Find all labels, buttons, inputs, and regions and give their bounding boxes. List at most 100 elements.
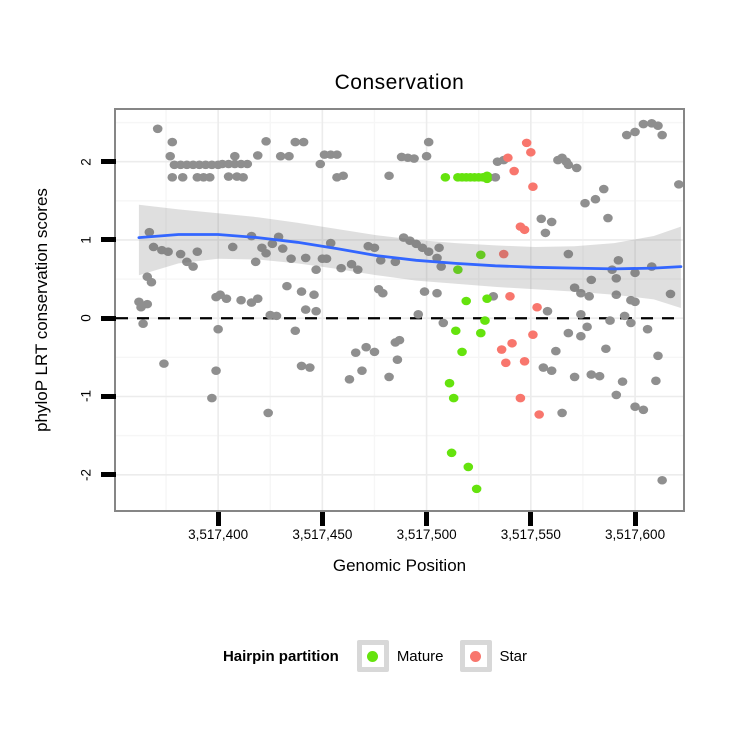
y-tick-label: -2 <box>78 468 94 481</box>
point-other <box>282 281 292 291</box>
point-other <box>546 217 557 227</box>
point-other <box>394 335 405 345</box>
point-other <box>353 265 363 274</box>
point-other <box>311 265 321 274</box>
point-other <box>378 288 388 298</box>
point-other <box>653 351 663 361</box>
point-other <box>321 254 332 264</box>
point-mature <box>475 328 486 338</box>
point-other <box>309 290 319 300</box>
point-other <box>369 347 380 357</box>
point-star <box>534 410 544 419</box>
y-tick-label: 2 <box>78 157 94 166</box>
point-other <box>271 311 282 321</box>
x-tick-mark <box>319 512 325 526</box>
point-other <box>152 124 163 134</box>
point-other <box>275 151 286 161</box>
plot-panel <box>114 108 685 512</box>
point-mature <box>453 265 463 274</box>
legend-key-star <box>459 640 492 672</box>
y-tick-mark <box>101 472 116 478</box>
point-other <box>423 137 434 147</box>
point-other <box>586 370 597 379</box>
point-other <box>413 310 424 319</box>
point-other <box>296 361 307 371</box>
point-other <box>576 288 586 298</box>
point-mature <box>457 347 467 357</box>
point-other <box>621 130 632 140</box>
legend-label: Star <box>499 647 528 665</box>
point-other <box>188 262 198 271</box>
point-other <box>238 173 248 182</box>
point-other <box>594 371 605 381</box>
point-mature <box>448 393 459 403</box>
point-other <box>576 310 586 319</box>
point-mature <box>444 378 455 388</box>
x-axis-title: Genomic Position <box>332 556 467 575</box>
point-other <box>617 377 628 386</box>
point-other <box>175 249 186 259</box>
point-other <box>651 376 661 386</box>
point-other <box>338 171 349 181</box>
point-other <box>611 273 622 283</box>
point-other <box>538 363 549 372</box>
point-other <box>375 255 386 265</box>
x-tick-label: 3,517,600 <box>605 527 666 542</box>
point-mature <box>461 296 472 306</box>
point-other <box>563 249 574 259</box>
point-other <box>384 171 394 181</box>
plot-canvas <box>116 110 683 510</box>
point-other <box>580 198 590 208</box>
x-tick-label: 3,517,550 <box>500 527 561 542</box>
point-other <box>419 287 430 296</box>
x-tick-mark <box>215 512 221 526</box>
point-other <box>223 172 234 181</box>
point-star <box>509 166 519 176</box>
point-other <box>384 372 394 382</box>
point-other <box>305 363 315 372</box>
point-other <box>642 324 653 334</box>
point-other <box>267 239 278 249</box>
point-other <box>584 292 594 301</box>
point-other <box>261 248 271 258</box>
point-other <box>242 159 253 169</box>
point-other <box>611 290 622 300</box>
point-other <box>296 287 307 296</box>
point-mature <box>480 316 490 325</box>
point-other <box>598 184 609 194</box>
y-tick-mark <box>101 393 116 399</box>
point-star <box>528 182 538 192</box>
point-other <box>167 173 178 182</box>
point-other <box>551 346 561 356</box>
point-star <box>528 330 538 339</box>
point-other <box>586 275 597 285</box>
point-other <box>361 342 371 352</box>
point-other <box>213 324 223 334</box>
point-other <box>286 254 296 264</box>
legend-key-mature <box>356 640 389 672</box>
point-star <box>519 356 530 366</box>
smooth-line <box>137 233 683 271</box>
point-other <box>284 151 294 161</box>
y-tick-label: 1 <box>78 236 94 244</box>
point-other <box>344 374 355 384</box>
point-other <box>638 119 649 129</box>
point-other <box>605 316 615 325</box>
x-tick-mark <box>528 512 534 526</box>
point-other <box>657 130 667 140</box>
point-other <box>350 348 361 357</box>
point-star <box>519 225 530 235</box>
point-other <box>290 326 301 336</box>
point-other <box>601 344 611 354</box>
point-other <box>315 159 326 169</box>
point-other <box>167 137 178 147</box>
point-other <box>653 121 663 130</box>
legend-entries: Mature Star <box>356 640 528 672</box>
y-axis-title: phyloP LRT conservation scores <box>32 188 51 432</box>
point-other <box>542 306 553 316</box>
point-other <box>576 331 586 341</box>
point-other <box>490 173 501 182</box>
point-other <box>252 151 263 160</box>
point-other <box>409 154 419 163</box>
